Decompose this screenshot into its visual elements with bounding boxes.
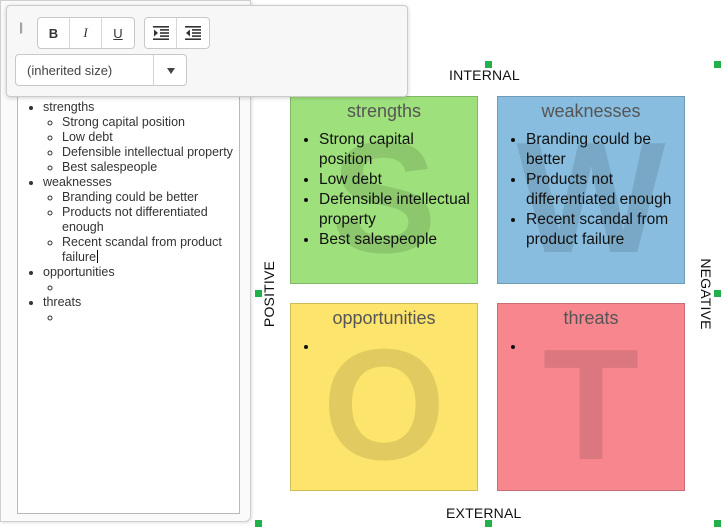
list-item: strengths Strong capital position Low de… xyxy=(43,100,239,175)
strengths-list: Strong capital position Low debt Defensi… xyxy=(291,130,477,250)
outline-item-label: opportunities xyxy=(43,265,115,279)
italic-button[interactable]: I xyxy=(70,18,102,48)
list-item: threats ​ xyxy=(43,295,239,325)
list-item: Strong capital position xyxy=(319,130,471,170)
list-item: Products not differentiated enough xyxy=(526,170,678,210)
list-item: ​ xyxy=(62,280,239,295)
text-style-group: B I U xyxy=(37,17,135,49)
opportunities-list: ​ xyxy=(291,337,325,357)
weaknesses-watermark-letter: W xyxy=(516,110,666,284)
bottom-axis-label: EXTERNAL xyxy=(446,505,522,521)
text-editor-area[interactable]: strengths Strong capital position Low de… xyxy=(17,87,240,514)
formatting-toolbar: || B I U ( xyxy=(6,5,408,97)
outline-item-label: strengths xyxy=(43,100,95,114)
outline-item-text: Recent scandal from product failure xyxy=(62,235,222,264)
outdent-button[interactable] xyxy=(177,18,209,48)
font-size-value: (inherited size) xyxy=(27,63,113,78)
underline-button[interactable]: U xyxy=(113,25,123,41)
list-item: Strong capital position xyxy=(62,115,239,130)
resize-handle-right[interactable] xyxy=(714,290,721,297)
list-item: Defensible intellectual property xyxy=(62,145,239,160)
list-item: Products not differentiated enough xyxy=(62,205,239,235)
outline-item-label: threats xyxy=(43,295,82,309)
strengths-title: strengths xyxy=(346,101,422,121)
indent-button[interactable] xyxy=(145,18,177,48)
threats-list: ​ xyxy=(498,337,532,357)
top-axis-label: INTERNAL xyxy=(449,67,520,83)
list-item: Defensible intellectual property xyxy=(319,190,471,230)
indent-icon xyxy=(152,26,169,40)
drag-grip-icon[interactable]: || xyxy=(19,20,23,34)
list-item: weaknesses Branding could be better Prod… xyxy=(43,175,239,265)
resize-handle-bottom-right[interactable] xyxy=(714,520,721,527)
bold-button[interactable]: B xyxy=(38,18,70,48)
list-item: Low debt xyxy=(319,170,471,190)
list-item: Low debt xyxy=(62,130,239,145)
weaknesses-list: Branding could be better Products not di… xyxy=(498,130,684,250)
outdent-icon xyxy=(185,26,201,40)
strengths-quadrant[interactable]: S strengths Strong capital position Low … xyxy=(290,96,478,284)
resize-handle-top-right[interactable] xyxy=(714,61,721,68)
right-axis-label: NEGATIVE xyxy=(698,258,714,330)
weaknesses-title: weaknesses xyxy=(541,101,641,121)
opportunities-watermark-letter: O xyxy=(322,317,446,491)
list-item: Recent scandal from product failure xyxy=(526,210,678,250)
threats-watermark-letter: T xyxy=(542,317,640,491)
threats-quadrant[interactable]: T threats ​ xyxy=(497,303,685,491)
threats-title: threats xyxy=(563,308,619,328)
opportunities-title: opportunities xyxy=(332,308,436,328)
resize-handle-top[interactable] xyxy=(485,61,492,68)
outline-list: strengths Strong capital position Low de… xyxy=(18,100,239,325)
list-item: Recent scandal from product failure xyxy=(62,235,239,265)
list-item: Best salespeople xyxy=(319,230,471,250)
list-item: Branding could be better xyxy=(62,190,239,205)
list-item: Branding could be better xyxy=(526,130,678,170)
resize-handle-bottom[interactable] xyxy=(485,520,492,527)
outline-item-label: weaknesses xyxy=(43,175,112,189)
select-divider xyxy=(153,55,154,85)
opportunities-quadrant[interactable]: O opportunities ​ xyxy=(290,303,478,491)
list-item: opportunities ​ xyxy=(43,265,239,295)
strengths-watermark-letter: S xyxy=(331,110,437,284)
list-item: ​ xyxy=(62,310,239,325)
chevron-down-icon[interactable] xyxy=(167,68,175,74)
resize-handle-left[interactable] xyxy=(255,290,262,297)
left-axis-label: POSITIVE xyxy=(261,260,277,328)
text-cursor xyxy=(97,250,99,263)
indent-group xyxy=(144,17,210,49)
list-item: Best salespeople xyxy=(62,160,239,175)
weaknesses-quadrant[interactable]: W weaknesses Branding could be better Pr… xyxy=(497,96,685,284)
font-size-select[interactable]: (inherited size) xyxy=(15,54,187,86)
resize-handle-bottom-left[interactable] xyxy=(255,520,262,527)
